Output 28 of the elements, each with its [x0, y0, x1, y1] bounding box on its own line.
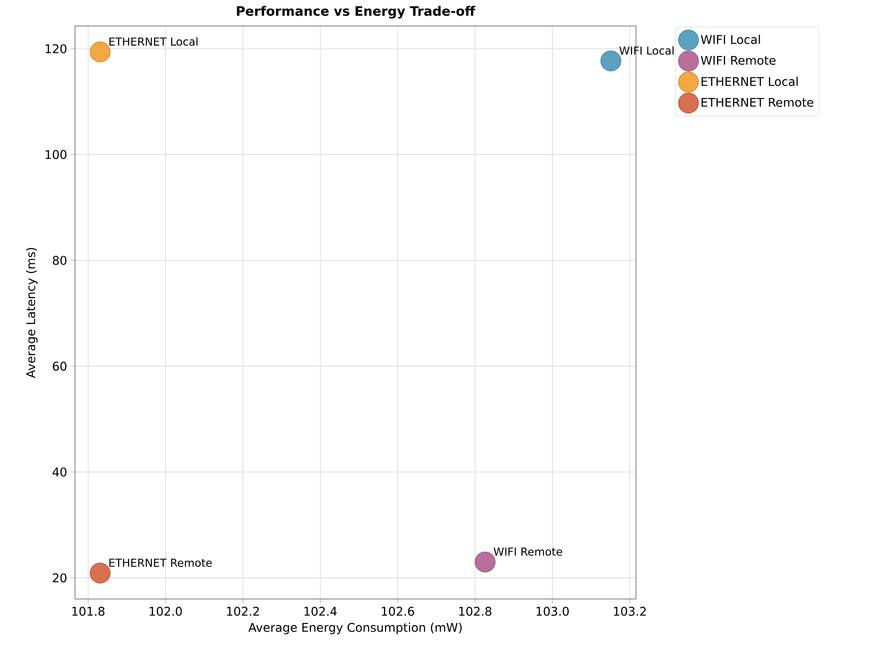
- annotation: WIFI Remote: [494, 548, 562, 556]
- x-tick-label: 102.8: [459, 606, 492, 616]
- legend-label: WIFI Local: [700, 34, 760, 44]
- x-tick-label: 101.8: [72, 606, 104, 616]
- y-tick-label: 60: [52, 362, 66, 371]
- y-tick-label: 20: [52, 573, 66, 582]
- y-tick-label: 40: [52, 467, 66, 477]
- annotation: ETHERNET Local: [109, 37, 198, 46]
- y-tick-label: 80: [52, 256, 66, 265]
- y-axis-title: Average Latency (ms): [26, 248, 38, 378]
- x-tick-label: 102.6: [382, 606, 414, 616]
- point: [600, 50, 622, 72]
- x-tick-label: 102.0: [150, 606, 182, 616]
- y-tick-label: 120: [46, 44, 66, 54]
- chart-title: Performance vs Energy Trade-off: [236, 6, 476, 18]
- x-tick-label: 102.2: [227, 606, 259, 616]
- x-axis-title: Average Energy Consumption (mW): [248, 622, 462, 634]
- annotation: WIFI Local: [619, 46, 674, 55]
- point: [90, 562, 111, 584]
- point: [90, 42, 111, 62]
- legend-label: ETHERNET Remote: [702, 98, 814, 107]
- x-tick-label: 103.2: [614, 606, 646, 616]
- x-tick-label: 102.4: [304, 606, 337, 616]
- y-tick-label: 100: [46, 150, 66, 160]
- legend-label: ETHERNET Local: [702, 76, 798, 86]
- legend-label: WIFI Remote: [700, 56, 776, 65]
- annotation: ETHERNET Remote: [109, 558, 212, 567]
- x-tick-label: 103.0: [536, 606, 569, 616]
